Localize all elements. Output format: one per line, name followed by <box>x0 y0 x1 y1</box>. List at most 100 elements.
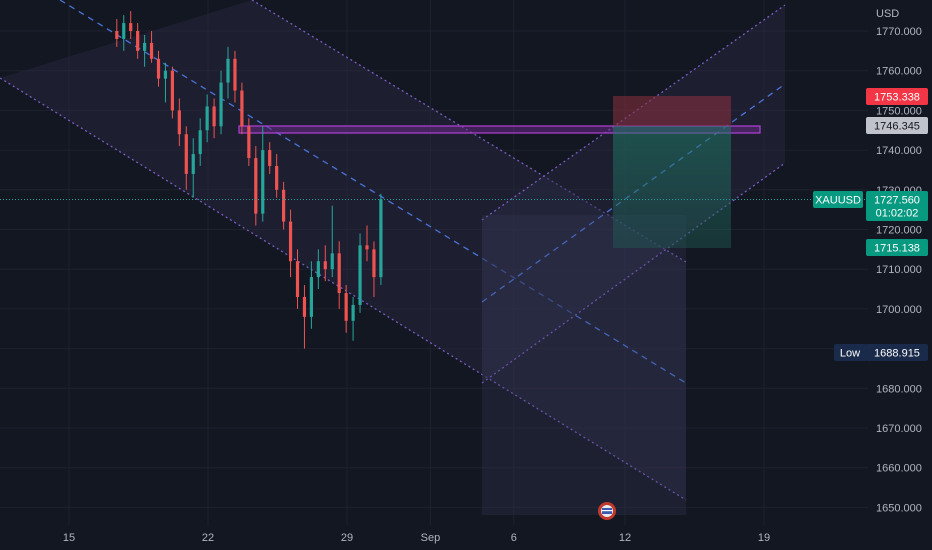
svg-text:1727.560: 1727.560 <box>874 195 920 207</box>
resistance-zone[interactable] <box>238 125 761 134</box>
y-tick-label: 1680.000 <box>876 383 922 395</box>
descending-channel-lower-line[interactable] <box>0 77 687 501</box>
candle <box>170 66 174 119</box>
candle-body <box>122 23 126 39</box>
candle-body <box>136 31 140 51</box>
candle <box>149 31 154 63</box>
y-tick-label: 1710.000 <box>876 264 922 276</box>
x-tick-label: 15 <box>63 532 75 544</box>
candle <box>351 296 355 341</box>
candle <box>254 146 258 226</box>
svg-text:1746.345: 1746.345 <box>874 121 920 133</box>
candle-body <box>170 70 174 111</box>
x-tick-label: 19 <box>758 532 770 544</box>
candle-body <box>337 253 341 294</box>
y-tick-label: 1670.000 <box>876 423 922 435</box>
entry-tag: 1746.345 <box>866 117 928 134</box>
candle <box>156 50 161 87</box>
candle-body <box>163 70 168 79</box>
candle <box>247 118 251 166</box>
candle-body <box>177 110 181 135</box>
candle-body <box>295 261 300 297</box>
candle-body <box>275 165 279 190</box>
candle-body <box>240 90 244 127</box>
candle-body <box>254 158 258 214</box>
y-tick-label: 1660.000 <box>876 463 922 475</box>
candle <box>288 209 293 278</box>
candle-body <box>212 106 216 127</box>
candle <box>191 138 195 198</box>
candle-body <box>372 249 376 278</box>
candle <box>372 241 376 297</box>
candle <box>358 233 362 313</box>
candle <box>115 19 119 47</box>
candle <box>365 225 369 262</box>
candle <box>205 94 209 143</box>
current-price-tag: 1727.560 01:02:02 <box>866 191 928 221</box>
candle-body <box>316 261 320 278</box>
svg-text:1715.138: 1715.138 <box>874 243 920 255</box>
candle-body <box>184 134 188 174</box>
candle <box>302 285 307 349</box>
candle <box>337 241 341 309</box>
candle <box>198 118 202 166</box>
candle <box>129 11 133 39</box>
candle-body <box>156 58 161 79</box>
candle <box>136 23 140 59</box>
candle-body <box>226 58 230 83</box>
x-axis[interactable]: 15 22 29 Sep 6 12 19 <box>63 532 770 544</box>
candle-body <box>149 42 154 59</box>
candle <box>295 249 300 309</box>
candle <box>282 181 286 230</box>
candle <box>379 193 383 286</box>
candles-layer <box>115 11 383 349</box>
candle-body <box>261 150 265 214</box>
x-tick-label: Sep <box>421 532 441 544</box>
flag-icon[interactable] <box>598 502 616 520</box>
candle <box>316 249 320 290</box>
y-tick-label: 1700.000 <box>876 304 922 316</box>
candle-body <box>191 154 195 174</box>
candle-body <box>365 245 369 250</box>
x-tick-label: 29 <box>341 532 353 544</box>
svg-text:Low: Low <box>840 348 860 360</box>
candle <box>122 15 126 51</box>
candle <box>184 126 188 190</box>
y-tick-label: 1740.000 <box>876 145 922 157</box>
candle-body <box>129 23 133 31</box>
candle-body <box>233 58 237 91</box>
y-tick-label: 1720.000 <box>876 225 922 237</box>
y-tick-label: 1760.000 <box>876 66 922 78</box>
candle-body <box>358 245 362 305</box>
take-profit-tag: 1715.138 <box>866 239 928 256</box>
candle-body <box>143 42 147 51</box>
candle <box>323 245 327 282</box>
candle-body <box>309 277 313 317</box>
candle <box>212 98 216 139</box>
candle-body <box>379 199 383 278</box>
stop-loss-zone[interactable] <box>613 96 731 126</box>
candle <box>177 98 181 147</box>
candle-body <box>198 130 202 155</box>
y-tick-label: 1750.000 <box>876 105 922 117</box>
date-range-zone[interactable] <box>482 215 686 515</box>
candle-body <box>268 150 272 166</box>
low-tag: Low 1688.915 <box>834 344 928 361</box>
ascending-channel-mid-line[interactable] <box>481 83 786 303</box>
candle <box>344 285 348 333</box>
x-tick-label: 22 <box>202 532 214 544</box>
candle-body <box>330 253 334 270</box>
svg-text:XAUUSD: XAUUSD <box>815 195 861 207</box>
candle-body <box>219 82 223 127</box>
descending-channel-mid-line[interactable] <box>59 0 687 384</box>
svg-text:1688.915: 1688.915 <box>874 348 920 360</box>
candle <box>261 126 265 222</box>
candle <box>233 50 237 103</box>
candle-body <box>344 293 348 321</box>
take-profit-zone[interactable] <box>613 126 731 248</box>
descending-channel-fill <box>0 0 686 500</box>
candle <box>330 205 334 278</box>
candle <box>143 34 147 67</box>
